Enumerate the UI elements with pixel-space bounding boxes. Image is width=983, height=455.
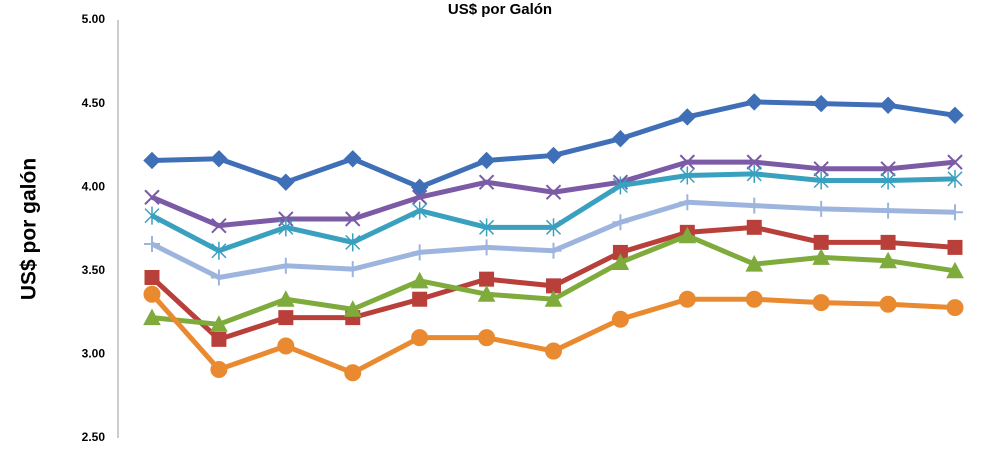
marker — [144, 236, 160, 253]
marker — [678, 226, 697, 244]
marker — [946, 299, 964, 317]
marker — [946, 106, 964, 125]
marker — [211, 241, 227, 260]
marker — [211, 217, 227, 234]
marker — [544, 146, 563, 165]
marker — [210, 315, 228, 332]
marker — [344, 261, 361, 278]
marker — [813, 171, 829, 190]
marker — [880, 161, 896, 177]
line — [150, 199, 956, 280]
marker — [411, 189, 428, 205]
marker — [343, 300, 362, 317]
marker — [411, 329, 429, 347]
marker — [812, 248, 831, 265]
marker — [545, 218, 562, 237]
marker — [746, 219, 762, 235]
marker — [813, 200, 830, 217]
marker — [143, 151, 161, 170]
marker — [143, 308, 161, 326]
marker — [478, 329, 496, 347]
marker — [812, 294, 830, 312]
y-tick-label: 5.00 — [82, 12, 106, 26]
marker — [210, 269, 227, 286]
marker — [746, 154, 762, 170]
marker — [879, 251, 897, 269]
marker — [412, 201, 428, 220]
line — [151, 159, 956, 229]
marker — [344, 150, 362, 168]
y-tick-label: 3.00 — [82, 347, 106, 361]
marker — [880, 202, 897, 219]
marker — [345, 211, 361, 227]
marker — [746, 164, 762, 183]
marker — [946, 261, 964, 279]
marker — [612, 214, 629, 231]
marker — [411, 244, 428, 261]
y-axis-label: US$ por galón — [18, 158, 41, 300]
marker — [277, 173, 295, 191]
marker — [144, 269, 160, 285]
marker — [947, 239, 963, 255]
marker — [679, 166, 695, 185]
marker — [545, 184, 562, 200]
line — [150, 171, 956, 254]
marker — [678, 108, 697, 126]
marker — [278, 310, 294, 326]
marker — [812, 94, 830, 113]
marker — [879, 96, 897, 114]
marker — [745, 93, 763, 111]
marker — [277, 257, 294, 274]
marker — [611, 310, 629, 328]
marker — [611, 253, 630, 270]
marker — [412, 291, 428, 307]
marker — [745, 290, 763, 308]
y-tick-label: 4.50 — [82, 96, 106, 110]
marker — [479, 271, 495, 287]
marker — [545, 242, 562, 259]
marker — [612, 176, 628, 195]
marker — [879, 295, 897, 313]
marker — [813, 161, 829, 177]
marker — [276, 290, 295, 307]
marker — [611, 130, 630, 148]
marker — [880, 234, 896, 250]
marker — [544, 290, 563, 307]
marker — [477, 285, 496, 302]
marker — [813, 234, 829, 250]
marker — [277, 337, 295, 355]
y-tick-label: 2.50 — [82, 430, 106, 444]
marker — [746, 197, 763, 214]
line — [151, 99, 956, 190]
chart-title: US$ por Galón — [448, 1, 552, 18]
marker — [344, 364, 362, 382]
marker — [211, 331, 227, 347]
marker — [678, 290, 696, 308]
marker — [144, 206, 160, 225]
marker — [545, 342, 562, 360]
marker — [947, 154, 963, 170]
marker — [210, 360, 228, 378]
marker — [947, 204, 963, 221]
marker — [478, 174, 495, 190]
marker — [477, 151, 496, 170]
marker — [144, 189, 160, 205]
marker — [479, 218, 495, 237]
marker — [478, 239, 495, 256]
marker — [679, 154, 696, 170]
marker — [880, 171, 896, 190]
y-tick-label: 4.00 — [82, 179, 106, 193]
y-tick-label: 3.50 — [82, 263, 106, 277]
marker — [947, 169, 963, 188]
marker — [679, 194, 696, 211]
marker — [410, 271, 429, 289]
marker — [278, 218, 294, 237]
marker — [745, 255, 764, 272]
marker — [210, 150, 228, 168]
marker — [143, 285, 161, 303]
marker — [345, 233, 361, 252]
